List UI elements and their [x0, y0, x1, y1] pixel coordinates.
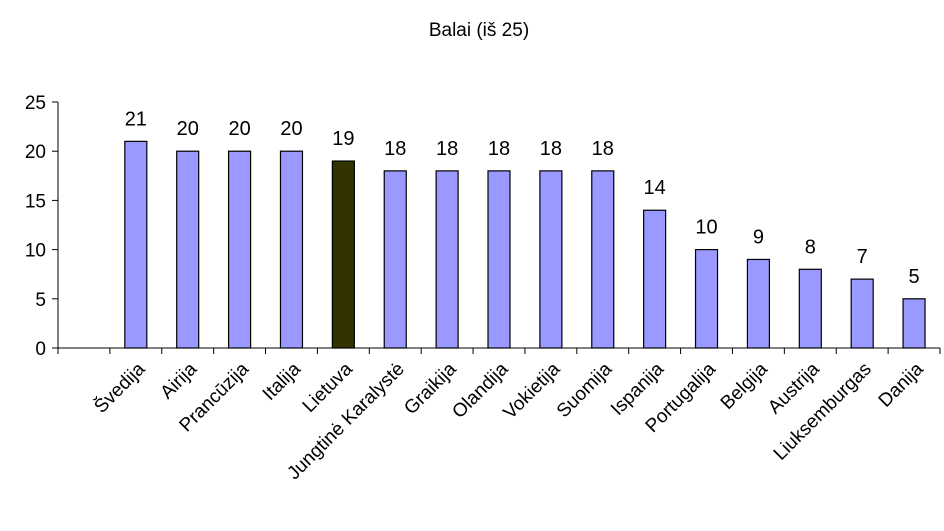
- value-label-prancuzija: 20: [228, 118, 250, 140]
- y-tick-label: 5: [35, 290, 46, 311]
- x-tick-label-belgija: Belgija: [717, 358, 772, 413]
- value-label-graikija: 18: [436, 138, 458, 160]
- bar-jungtine-karalyste: [383, 170, 407, 349]
- bar-airija: [176, 150, 200, 349]
- bars: [124, 140, 926, 349]
- value-label-portugalija: 10: [695, 217, 717, 239]
- value-label-lietuva: 19: [332, 128, 354, 150]
- y-tick-label: 20: [25, 142, 46, 163]
- chart-title: Balai (iš 25): [429, 20, 529, 41]
- y-tick-label: 0: [35, 339, 46, 360]
- bar-ispanija: [643, 209, 667, 349]
- bar-austrija: [798, 268, 822, 349]
- x-tick-label-italija: Italija: [259, 358, 306, 405]
- bar-prancuzija: [227, 150, 252, 349]
- x-tick-label-vokietija: Vokietija: [500, 358, 565, 423]
- x-tick-label-svedija: Švedija: [90, 358, 150, 418]
- value-label-italija: 20: [280, 118, 302, 140]
- bar-liuksemburgas: [850, 278, 874, 349]
- bar-portugalija: [694, 249, 719, 349]
- value-label-ispanija: 14: [644, 177, 666, 199]
- value-label-suomija: 18: [592, 138, 614, 160]
- bar-italija: [279, 150, 304, 349]
- x-tick-label-airija: Airija: [157, 358, 202, 403]
- value-label-vokietija: 18: [540, 138, 562, 160]
- bar-graikija: [435, 170, 459, 349]
- value-label-jungtine-karalyste: 18: [384, 138, 406, 160]
- bar-svedija: [124, 140, 148, 349]
- value-label-austrija: 8: [805, 236, 816, 258]
- x-tick-label-suomija: Suomija: [553, 358, 617, 422]
- bar-suomija: [591, 170, 615, 349]
- value-label-liuksemburgas: 7: [857, 246, 868, 268]
- bar-olandija: [487, 170, 511, 349]
- value-label-svedija: 21: [125, 108, 147, 130]
- y-axis: 0 5 10 15 20 25: [25, 93, 59, 360]
- bar-vokietija: [539, 170, 563, 349]
- y-tick-label: 10: [25, 241, 46, 262]
- y-tick-label: 25: [25, 93, 46, 114]
- bar-belgija: [746, 258, 771, 349]
- x-tick-label-danija: Danija: [875, 358, 928, 411]
- x-axis: [57, 347, 941, 354]
- value-label-airija: 20: [177, 118, 199, 140]
- value-label-olandija: 18: [488, 138, 510, 160]
- value-label-danija: 5: [908, 266, 919, 288]
- bar-lietuva: [331, 160, 355, 349]
- bar-danija: [902, 298, 926, 349]
- y-tick-label: 15: [25, 191, 46, 212]
- value-label-belgija: 9: [753, 226, 764, 248]
- value-labels: 21 20 20 20 19 18 18 18 18 18 14 10 9 8 7 5: [125, 108, 920, 287]
